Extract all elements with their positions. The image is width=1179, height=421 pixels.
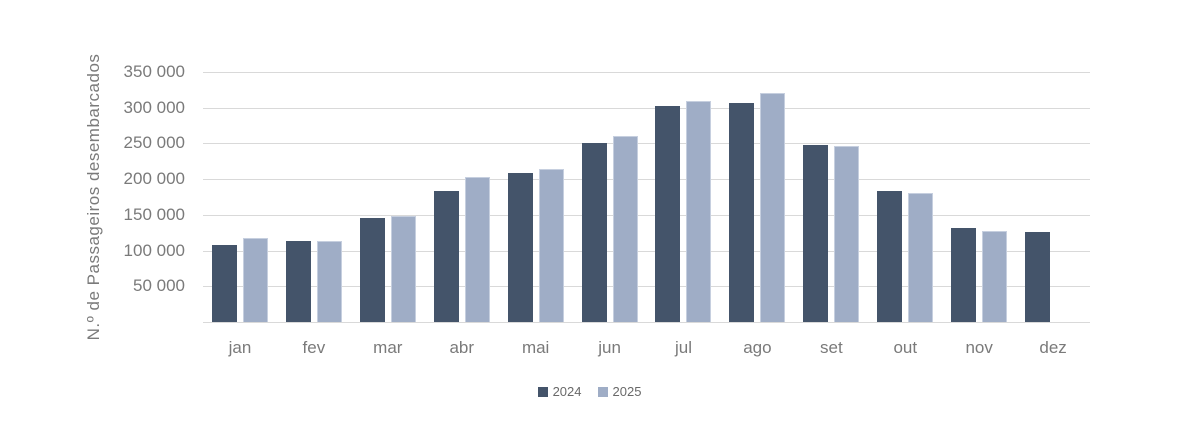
- x-axis-tick-labels: jan fev mar abr mai jun jul ago set out nov dez: [203, 338, 1090, 358]
- x-tick-label-fev: fev: [302, 338, 326, 357]
- x-tick-label-jun: jun: [598, 338, 621, 357]
- bar-2024-jan: [211, 244, 237, 322]
- bar-2025-jun: [612, 135, 638, 322]
- y-tick-label: 250 000: [123, 133, 185, 153]
- bar-2025-mar: [390, 215, 416, 322]
- bar-group-mar: [351, 72, 425, 322]
- x-tick-label-nov: nov: [965, 338, 993, 357]
- x-axis-baseline: [203, 322, 1090, 323]
- bar-2024-set: [803, 144, 829, 322]
- bars-row: [203, 72, 1090, 322]
- bar-group-ago: [720, 72, 794, 322]
- bar-2024-mai: [507, 172, 533, 322]
- plot-area: [203, 72, 1090, 323]
- x-tick-label-mar: mar: [373, 338, 403, 357]
- y-tick-label: 100 000: [123, 240, 185, 260]
- bar-group-out: [868, 72, 942, 322]
- bar-group-dez: [1016, 72, 1090, 322]
- bar-2025-fev: [316, 241, 342, 322]
- x-tick-label-out: out: [893, 338, 918, 357]
- bar-group-set: [794, 72, 868, 322]
- bar-group-jun: [573, 72, 647, 322]
- bar-2025-abr: [464, 177, 490, 322]
- bar-group-jul: [647, 72, 721, 322]
- bar-2025-nov: [982, 231, 1008, 322]
- gridline: [203, 214, 1090, 216]
- bar-2024-jul: [655, 105, 681, 322]
- legend-label: 2025: [612, 384, 642, 399]
- y-tick-label: 350 000: [123, 62, 185, 81]
- bar-group-nov: [942, 72, 1016, 322]
- gridline: [203, 179, 1090, 181]
- y-tick-label: 150 000: [123, 204, 185, 224]
- gridline: [203, 250, 1090, 252]
- gridline: [203, 143, 1090, 145]
- bar-group-mai: [499, 72, 573, 322]
- y-axis-title: N.º de Passageiros desembarcados: [84, 53, 103, 341]
- bar-2024-abr: [433, 191, 459, 322]
- legend-swatch-icon: [537, 386, 548, 397]
- x-tick-label-set: set: [819, 338, 843, 357]
- bar-group-abr: [425, 72, 499, 322]
- legend-item-2024: 2024: [537, 384, 582, 399]
- chart-legend: 2024 2025: [0, 384, 1179, 399]
- bar-2024-fev: [285, 240, 311, 322]
- bar-2025-out: [908, 192, 934, 322]
- bar-2024-nov: [951, 228, 977, 322]
- bar-group-fev: [277, 72, 351, 322]
- y-tick-label: 300 000: [123, 97, 185, 117]
- bar-2024-out: [877, 191, 903, 322]
- bar-2024-jun: [581, 142, 607, 322]
- bar-2025-ago: [760, 93, 786, 322]
- gridline: [203, 72, 1090, 73]
- x-tick-label-ago: ago: [743, 338, 772, 357]
- x-tick-label-dez: dez: [1039, 338, 1067, 357]
- legend-label: 2024: [552, 384, 582, 399]
- bar-2025-set: [834, 145, 860, 322]
- bar-2024-mar: [359, 218, 385, 322]
- bar-group-jan: [203, 72, 277, 322]
- gridline: [203, 286, 1090, 288]
- bar-2024-ago: [729, 103, 755, 322]
- legend-item-2025: 2025: [597, 384, 642, 399]
- legend-swatch-icon: [597, 386, 608, 397]
- x-tick-label-abr: abr: [449, 338, 475, 357]
- bar-2025-mai: [538, 169, 564, 322]
- bar-2025-jul: [686, 101, 712, 322]
- bar-2025-jan: [242, 238, 268, 322]
- y-tick-label: 50 000: [133, 276, 185, 296]
- y-tick-label: 200 000: [123, 169, 185, 189]
- x-tick-label-mai: mai: [521, 338, 550, 357]
- bar-2024-dez: [1025, 232, 1051, 322]
- x-tick-label-jul: jul: [674, 338, 692, 357]
- gridline: [203, 107, 1090, 109]
- x-tick-label-jan: jan: [228, 338, 252, 357]
